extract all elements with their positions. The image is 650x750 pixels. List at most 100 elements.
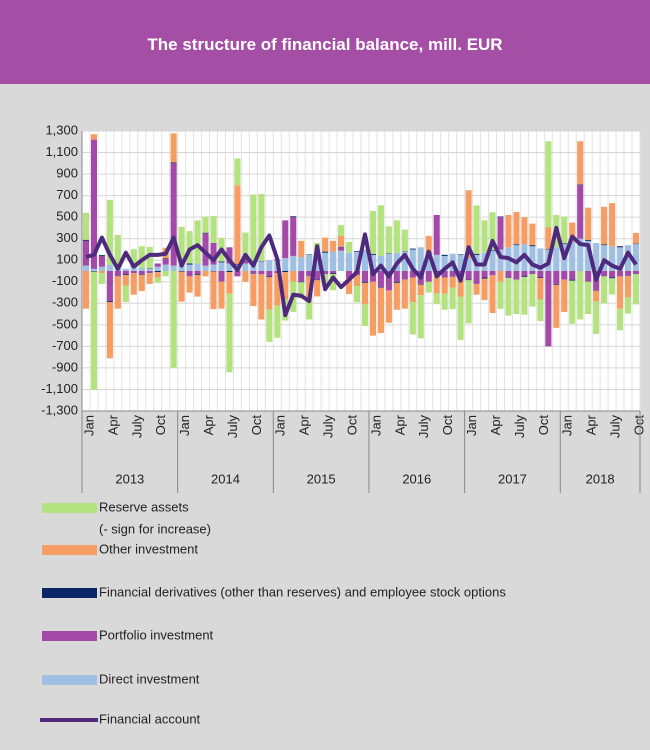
bar-segment (369, 271, 376, 282)
bar-segment (369, 253, 376, 255)
bar-segment (497, 216, 504, 218)
bar-segment (625, 297, 632, 314)
bar-segment (545, 271, 552, 347)
bar-segment (361, 281, 369, 283)
bar-segment (242, 232, 249, 260)
bar-segment (202, 216, 209, 233)
legend-label: Financial account (99, 711, 201, 726)
y-tick-label: -300 (52, 295, 78, 310)
bar-segment (385, 271, 392, 291)
bar-segment (449, 276, 456, 288)
bar-segment (465, 258, 472, 271)
bar-segment (529, 223, 536, 246)
bar-segment (441, 271, 448, 278)
bar-segment (497, 249, 504, 271)
bar-segment (617, 276, 624, 309)
bar-segment (154, 266, 161, 271)
bar-segment (234, 185, 241, 264)
bar-segment (330, 273, 337, 275)
bar-segment (82, 271, 90, 309)
bar-segment (537, 271, 544, 278)
x-tick-label: Jan (560, 415, 575, 436)
legend-swatch (42, 588, 97, 598)
bar-segment (632, 244, 640, 271)
bar-segment (322, 271, 329, 275)
bar-segment (170, 163, 177, 266)
bar-segment (210, 243, 217, 265)
bar-segment (561, 243, 568, 245)
bar-segment (513, 271, 520, 280)
legend-label: Other investment (99, 541, 198, 556)
x-tick-label: Jan (177, 415, 192, 436)
bar-segment (154, 263, 161, 267)
bar-segment (250, 271, 257, 274)
bar-segment (425, 252, 432, 271)
bar-segment (186, 264, 193, 271)
bar-segment (306, 276, 313, 298)
bar-segment (401, 251, 408, 271)
y-tick-label: -1,100 (41, 381, 78, 396)
bar-segment (178, 226, 185, 260)
bar-segment (353, 286, 361, 303)
bar-segment (561, 271, 568, 280)
bar-segment (625, 245, 632, 271)
bar-segment (282, 258, 289, 271)
bar-segment (306, 297, 313, 320)
bar-segment (98, 255, 105, 256)
y-tick-label: 100 (56, 252, 78, 267)
x-tick-label: July (321, 415, 336, 439)
bar-segment (353, 275, 361, 287)
bar-segment (314, 279, 321, 281)
bar-segment (338, 247, 345, 251)
bar-segment (178, 271, 185, 302)
y-tick-label: 300 (56, 230, 78, 245)
bar-segment (274, 273, 281, 306)
bar-segment (290, 216, 297, 218)
bar-segment (553, 271, 560, 284)
bar-segment (290, 255, 297, 271)
bar-segment (537, 299, 544, 322)
bar-segment (234, 264, 241, 265)
bar-segment (298, 257, 305, 271)
bar-segment (377, 255, 384, 271)
bar-segment (569, 241, 576, 271)
bar-segment (521, 277, 528, 315)
bar-segment (210, 216, 217, 243)
bar-segment (170, 265, 177, 271)
bar-segment (449, 287, 456, 310)
bar-segment (346, 241, 353, 253)
bar-segment (577, 271, 584, 320)
bar-segment (266, 277, 273, 310)
bar-segment (162, 264, 169, 271)
bar-segment (242, 259, 249, 261)
year-label: 2014 (211, 471, 240, 486)
bar-segment (282, 272, 289, 299)
bar-segment (114, 234, 121, 268)
bar-segment (505, 215, 512, 248)
bar-segment (425, 281, 432, 293)
bar-segment (409, 249, 416, 271)
legend-swatch (42, 545, 97, 555)
bar-segment (234, 158, 241, 186)
bar-segment (138, 246, 145, 268)
bar-segment (234, 271, 241, 277)
bar-segment (585, 239, 592, 241)
bar-segment (106, 301, 113, 303)
bar-segment (298, 282, 305, 299)
year-label: 2015 (307, 471, 336, 486)
y-tick-label: -1,300 (41, 402, 78, 417)
bar-segment (122, 275, 129, 286)
bar-segment (162, 271, 169, 277)
bar-segment (601, 245, 608, 271)
bar-segment (401, 271, 408, 280)
bar-segment (529, 271, 536, 275)
x-tick-label: Apr (488, 414, 503, 435)
bar-segment (218, 281, 225, 309)
bar-segment (393, 271, 400, 282)
x-tick-label: July (416, 415, 431, 439)
bar-segment (569, 280, 576, 324)
x-tick-label: Oct (249, 415, 264, 436)
bar-segment (226, 271, 233, 273)
bar-segment (154, 272, 161, 278)
x-tick-label: July (608, 415, 623, 439)
